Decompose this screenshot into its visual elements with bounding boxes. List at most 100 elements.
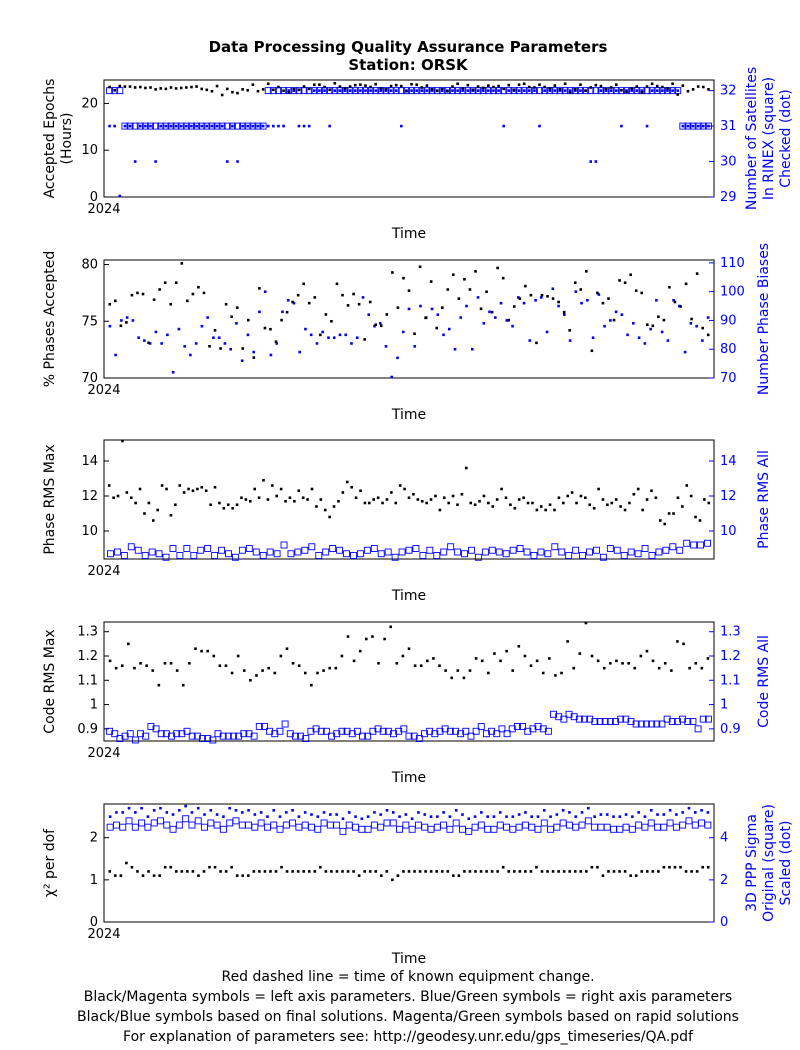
right-square-point <box>477 821 485 829</box>
left-dot-point <box>293 499 296 503</box>
right-square-point <box>312 725 320 733</box>
left-dot-point <box>284 499 287 503</box>
right-dot-point <box>440 89 444 92</box>
left-dot-point <box>629 273 632 277</box>
right-dot-point <box>480 811 483 814</box>
right-dot-point <box>696 124 700 128</box>
right-dot-point <box>454 809 458 812</box>
left-dot-point <box>113 88 116 92</box>
left-dot-point <box>236 654 240 658</box>
right-square-point <box>584 817 592 825</box>
right-dot-point <box>609 319 612 322</box>
right-dot-point <box>574 290 578 293</box>
left-dot-point <box>630 87 633 90</box>
left-dot-point <box>235 306 239 309</box>
right-square-point <box>348 730 356 738</box>
left-dot-point <box>651 870 655 873</box>
right-dot-point <box>700 809 703 812</box>
right-dot-point <box>389 89 393 92</box>
left-dot-point <box>324 870 328 873</box>
left-dot-point <box>487 671 490 675</box>
left-dot-point <box>151 519 155 522</box>
left-dot-point <box>353 83 357 87</box>
left-dot-point <box>562 870 566 873</box>
right-square-point <box>352 823 359 831</box>
left-dot-point <box>607 297 610 300</box>
left-dot-point <box>511 669 515 672</box>
right-square-point <box>676 546 684 554</box>
left-dot-point <box>640 291 644 295</box>
right-dot-point <box>666 89 669 92</box>
left-dot-point <box>381 501 384 505</box>
right-dot-point <box>335 813 338 816</box>
right-square-point <box>364 732 372 740</box>
left-dot-point <box>346 635 350 638</box>
left-dot-point <box>297 664 301 668</box>
right-square-point <box>177 122 185 130</box>
left-dot-point <box>640 870 644 873</box>
left-dot-point <box>175 669 179 672</box>
left-dot-point <box>241 347 245 350</box>
axes-box <box>103 259 715 379</box>
left-dot-point <box>352 292 355 296</box>
left-dot-point <box>426 659 429 663</box>
left-dot-point <box>301 496 305 500</box>
right-square-point <box>126 730 134 738</box>
right-square-point <box>472 727 480 735</box>
right-dot-point <box>353 89 357 92</box>
left-dot-point <box>418 870 422 873</box>
x-axis-label: Time <box>391 407 426 423</box>
left-dot-point <box>231 90 234 94</box>
right-square-point <box>603 823 611 831</box>
right-square-point <box>484 87 492 95</box>
right-dot-point <box>612 815 615 818</box>
right-square-point <box>240 730 248 738</box>
right-square-point <box>643 720 650 728</box>
right-axis-label: Original (square) <box>761 804 777 922</box>
left-dot-point <box>191 292 195 296</box>
left-dot-point <box>690 870 693 873</box>
left-dot-point <box>610 501 614 505</box>
left-dot-point <box>473 503 477 507</box>
left-axis-label: χ² per dof <box>42 828 58 897</box>
left-dot-point <box>368 501 371 505</box>
right-dot-point <box>316 815 320 818</box>
right-dot-point <box>120 319 123 322</box>
right-dot-point <box>286 298 290 302</box>
right-dot-point <box>215 124 219 128</box>
left-dot-point <box>562 310 566 314</box>
right-square-point <box>150 819 158 827</box>
right-dot-point <box>417 811 420 814</box>
right-square-point <box>351 87 359 95</box>
right-dot-point <box>626 333 629 337</box>
left-dot-point <box>318 83 321 86</box>
right-dot-point <box>396 356 399 360</box>
right-dot-point <box>190 124 193 128</box>
left-dot-point <box>136 870 139 873</box>
left-dot-point <box>606 503 609 507</box>
left-dot-point <box>451 85 454 88</box>
right-square-point <box>178 730 186 738</box>
left-dot-point <box>116 494 120 498</box>
right-square-point <box>169 825 177 833</box>
left-dot-point <box>266 82 270 86</box>
right-square-point <box>106 823 114 831</box>
left-dot-point <box>263 870 267 873</box>
right-dot-point <box>140 806 143 810</box>
left-dot-point <box>218 664 222 668</box>
right-square-point <box>121 122 129 130</box>
right-dot-point <box>522 89 526 92</box>
right-dot-point <box>686 124 690 128</box>
left-dot-point <box>667 512 671 515</box>
left-dot-point <box>438 664 441 668</box>
left-dot-point <box>230 865 233 869</box>
right-square-point <box>120 552 128 559</box>
left-dot-point <box>597 487 600 491</box>
right-square-point <box>591 718 599 726</box>
left-dot-point <box>548 503 552 507</box>
right-square-point <box>226 819 234 827</box>
right-dot-point <box>114 353 117 357</box>
left-dot-point <box>219 870 222 873</box>
right-square-point <box>648 87 656 95</box>
left-dot-point <box>288 496 292 500</box>
